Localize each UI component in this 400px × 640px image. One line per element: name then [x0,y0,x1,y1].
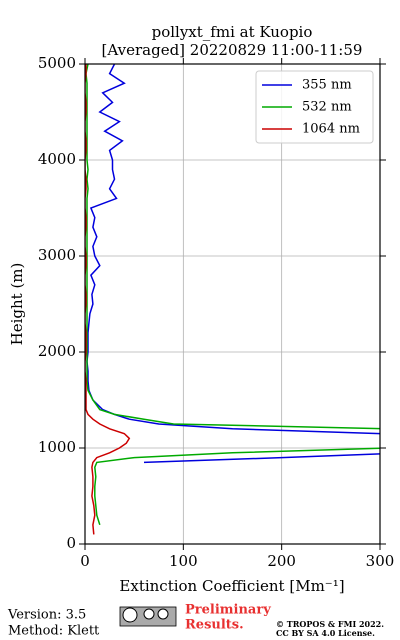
y-axis-label: Height (m) [8,263,26,346]
x-tick-label: 0 [80,552,90,570]
sa-icon [157,608,169,620]
cc-icon [122,607,138,623]
y-tick-label: 5000 [38,54,76,72]
method: Method: Klett [8,624,100,639]
x-tick-label: 300 [366,552,395,570]
legend-label: 1064 nm [302,122,360,137]
copyright: © TROPOS & FMI 2022. [276,619,384,629]
profile-line [86,64,380,464]
legend-label: 532 nm [302,100,352,115]
y-tick-label: 4000 [38,150,76,168]
x-tick-label: 100 [169,552,198,570]
x-axis-label: Extinction Coefficient [Mm⁻¹] [119,577,344,595]
plot-frame [84,63,381,545]
chart-subtitle: [Averaged] 20220829 11:00-11:59 [102,41,363,59]
y-tick-label: 0 [66,534,76,552]
x-tick-label: 200 [267,552,296,570]
y-tick-label: 2000 [38,342,76,360]
profile-line [85,64,380,526]
by-icon [143,608,155,620]
footer: Version: 3.5 Method: Klett Preliminary R… [7,603,384,639]
notice: Preliminary [185,603,271,618]
version: Version: 3.5 [7,608,86,623]
legend-label: 355 nm [302,78,352,93]
legend-box [255,70,374,144]
license: CC BY SA 4.0 License. [276,628,375,638]
profile-line [85,64,131,535]
chart-title: pollyxt_fmi at Kuopio [152,23,313,41]
notice: Results. [185,618,244,633]
y-tick-label: 1000 [38,438,76,456]
y-tick-label: 3000 [38,246,76,264]
